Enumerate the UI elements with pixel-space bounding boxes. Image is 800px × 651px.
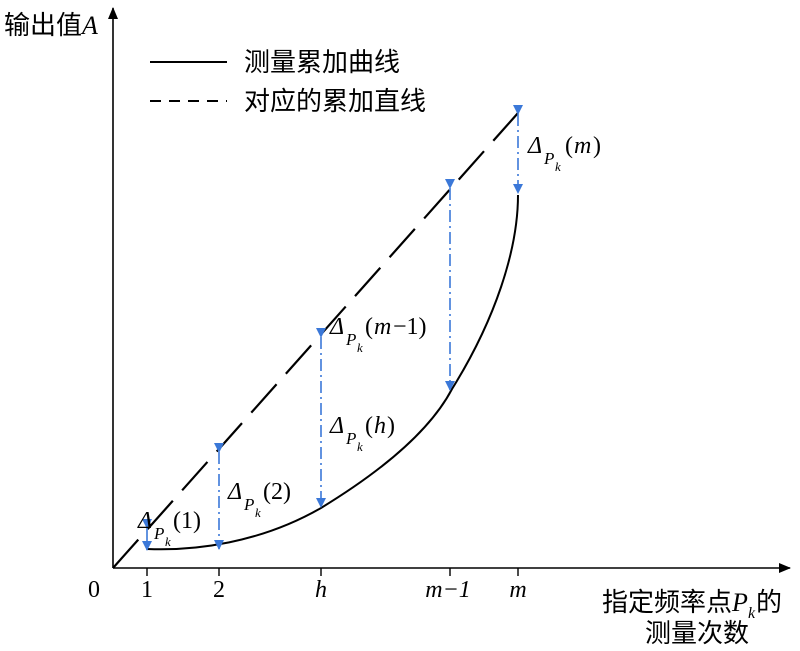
delta-arg: (1) <box>173 508 201 534</box>
delta-var: P <box>543 149 554 168</box>
delta-symbol: Δ <box>527 133 542 159</box>
accumulated-straight-line <box>112 112 519 569</box>
delta-label-m: Δ P k ( m ) <box>527 133 601 174</box>
delta-label-1: Δ P k (1) <box>137 508 201 549</box>
delta-sub: k <box>357 340 363 355</box>
legend-measured-label: 测量累加曲线 <box>244 48 400 78</box>
y-axis-label: 输出值 <box>4 11 82 41</box>
delta-arg-open: ( <box>365 314 373 340</box>
x-axis-label-line2: 测量次数 <box>645 619 749 649</box>
delta-sub: k <box>255 505 261 520</box>
x-axis-label-suffix: 的 <box>756 588 782 618</box>
tick-label-1: 1 <box>141 577 153 603</box>
delta-arg-var: h <box>374 413 386 439</box>
y-axis-label-var: A <box>80 11 98 40</box>
delta-symbol: Δ <box>329 314 344 340</box>
legend-straight-label: 对应的累加直线 <box>244 87 426 117</box>
delta-symbol: Δ <box>329 413 344 439</box>
delta-label-h: Δ P k ( h ) <box>329 413 395 454</box>
delta-arg-open: ( <box>365 413 373 439</box>
x-axis-label-var: P <box>731 588 748 617</box>
tick-label-m: m <box>509 577 526 603</box>
delta-var: P <box>345 330 356 349</box>
x-axis-label-line1: 指定频率点 <box>602 588 732 618</box>
delta-arg-var: m <box>574 133 591 159</box>
delta-var: P <box>153 524 164 543</box>
delta-arg: (2) <box>263 479 291 505</box>
delta-arg-close: ) <box>387 413 395 439</box>
measured-accumulated-curve <box>146 194 519 551</box>
tick-label-2: 2 <box>213 577 225 603</box>
delta-label-2: Δ P k (2) <box>227 479 291 520</box>
delta-sub: k <box>357 439 363 454</box>
delta-symbol: Δ <box>227 479 242 505</box>
delta-var: P <box>345 429 356 448</box>
tick-label-m-1: m−1 <box>425 577 471 603</box>
delta-arg-close: ) <box>593 133 601 159</box>
delta-symbol: Δ <box>137 508 152 534</box>
delta-sub: k <box>555 159 561 174</box>
origin-label: 0 <box>88 577 100 603</box>
delta-var: P <box>243 495 254 514</box>
delta-arg-rest: −1) <box>393 314 427 340</box>
delta-arg-open: ( <box>565 133 573 159</box>
delta-label-m-1: Δ P k ( m −1) <box>329 314 427 355</box>
x-axis-label-sub: k <box>748 605 756 622</box>
tick-label-h: h <box>315 577 327 603</box>
delta-sub: k <box>165 534 171 549</box>
delta-arg-var: m <box>374 314 391 340</box>
